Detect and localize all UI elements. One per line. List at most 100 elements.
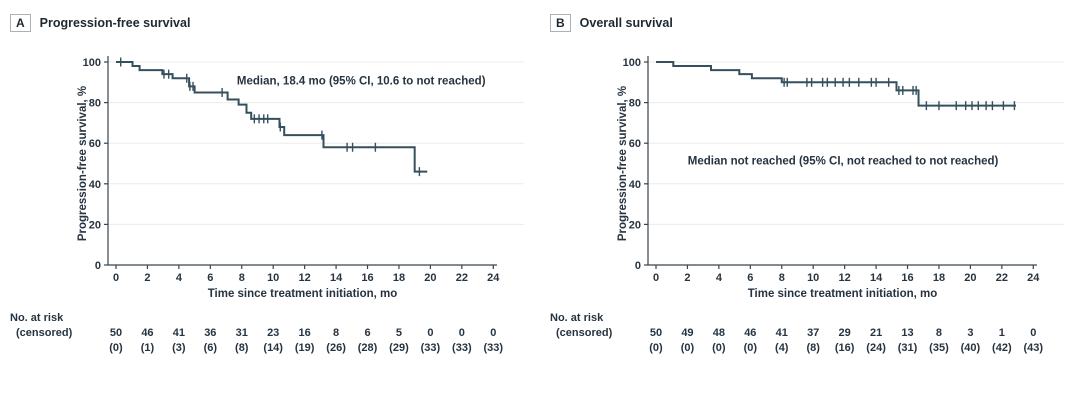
censored-count-10: (14) xyxy=(263,342,283,354)
risk-count-22: 0 xyxy=(459,327,465,339)
risk-table-header-line-0: No. at risk xyxy=(550,312,604,324)
risk-count-10: 37 xyxy=(807,327,819,339)
x-tick-label-6: 6 xyxy=(207,272,213,284)
risk-count-16: 13 xyxy=(901,327,913,339)
y-tick-label-60: 60 xyxy=(629,138,641,150)
censored-count-6: (0) xyxy=(744,342,758,354)
censored-count-0: (0) xyxy=(109,342,123,354)
risk-count-0: 50 xyxy=(650,327,662,339)
risk-count-18: 8 xyxy=(936,327,942,339)
censored-count-18: (29) xyxy=(389,342,409,354)
x-tick-label-22: 22 xyxy=(456,272,468,284)
x-tick-label-4: 4 xyxy=(716,272,723,284)
censored-count-0: (0) xyxy=(649,342,663,354)
panel-a-key-box: A xyxy=(10,14,31,32)
censored-count-18: (35) xyxy=(929,342,949,354)
x-tick-label-10: 10 xyxy=(267,272,279,284)
y-axis-label: Progression-free survival, % xyxy=(617,86,629,241)
panel-progression-free-survival: A Progression-free survival 0 20 40 60 80 100… xyxy=(10,14,524,354)
risk-count-2: 46 xyxy=(141,327,153,339)
censored-count-12: (16) xyxy=(835,342,855,354)
x-tick-label-12: 12 xyxy=(299,272,311,284)
y-tick-label-80: 80 xyxy=(89,98,101,110)
y-tick-label-0: 0 xyxy=(635,260,641,272)
censored-count-20: (40) xyxy=(961,342,981,354)
censored-count-16: (28) xyxy=(358,342,378,354)
x-tick-label-16: 16 xyxy=(901,272,913,284)
risk-count-22: 1 xyxy=(999,327,1005,339)
panel-b-title: Overall survival xyxy=(579,16,673,30)
risk-table-header-line-1: (censored) xyxy=(556,327,613,339)
risk-count-14: 21 xyxy=(870,327,882,339)
risk-count-20: 3 xyxy=(967,327,973,339)
censored-count-8: (8) xyxy=(235,342,249,354)
x-tick-label-6: 6 xyxy=(747,272,753,284)
x-tick-label-24: 24 xyxy=(1027,272,1040,284)
censored-count-24: (33) xyxy=(483,342,503,354)
risk-count-12: 16 xyxy=(299,327,311,339)
risk-count-14: 8 xyxy=(333,327,339,339)
median-annotation: Median not reached (95% CI, not reached … xyxy=(688,155,999,167)
risk-count-24: 0 xyxy=(1030,327,1036,339)
risk-count-6: 36 xyxy=(204,327,216,339)
x-tick-label-20: 20 xyxy=(424,272,436,284)
panel-b-header: B Overall survival xyxy=(550,14,673,32)
x-tick-label-2: 2 xyxy=(684,272,690,284)
y-tick-label-60: 60 xyxy=(89,138,101,150)
censored-count-4: (3) xyxy=(172,342,186,354)
km-step-curve xyxy=(656,61,1016,107)
y-tick-label-40: 40 xyxy=(89,179,101,191)
risk-count-18: 5 xyxy=(396,327,402,339)
x-tick-label-24: 24 xyxy=(487,272,500,284)
censored-count-2: (1) xyxy=(141,342,155,354)
censored-count-14: (26) xyxy=(326,342,346,354)
censored-count-2: (0) xyxy=(681,342,695,354)
risk-count-12: 29 xyxy=(839,327,851,339)
y-tick-label-20: 20 xyxy=(629,219,641,231)
panel-a-title: Progression-free survival xyxy=(39,16,191,30)
risk-count-8: 41 xyxy=(776,327,788,339)
censored-count-22: (33) xyxy=(452,342,472,354)
risk-count-16: 6 xyxy=(364,327,370,339)
y-tick-label-100: 100 xyxy=(623,57,641,69)
y-tick-label-0: 0 xyxy=(95,260,101,272)
y-tick-label-40: 40 xyxy=(629,179,641,191)
risk-count-8: 31 xyxy=(236,327,248,339)
censored-count-16: (31) xyxy=(898,342,918,354)
y-axis-label: Progression-free survival, % xyxy=(77,86,89,241)
y-tick-label-20: 20 xyxy=(89,219,101,231)
x-tick-label-10: 10 xyxy=(807,272,819,284)
risk-count-24: 0 xyxy=(490,327,496,339)
x-tick-label-16: 16 xyxy=(361,272,373,284)
panel-b-key-box: B xyxy=(550,14,571,32)
x-tick-label-8: 8 xyxy=(239,272,245,284)
censored-count-20: (33) xyxy=(421,342,441,354)
risk-count-4: 41 xyxy=(173,327,185,339)
x-tick-label-18: 18 xyxy=(393,272,405,284)
censored-count-6: (6) xyxy=(204,342,218,354)
risk-count-4: 48 xyxy=(713,327,725,339)
x-tick-label-22: 22 xyxy=(996,272,1008,284)
median-annotation: Median, 18.4 mo (95% CI, 10.6 to not rea… xyxy=(237,75,486,87)
x-axis-label: Time since treatment initiation, mo xyxy=(208,288,398,300)
x-tick-label-0: 0 xyxy=(113,272,119,284)
y-tick-label-80: 80 xyxy=(629,98,641,110)
x-axis-label: Time since treatment initiation, mo xyxy=(748,288,938,300)
risk-table-header-line-1: (censored) xyxy=(16,327,73,339)
risk-count-10: 23 xyxy=(267,327,279,339)
panel-overall-survival: B Overall survival 0 20 40 60 80 100 0 2 4 6 8 10 12… xyxy=(540,0,1080,400)
risk-table-header-line-0: No. at risk xyxy=(10,312,64,324)
censored-count-14: (24) xyxy=(866,342,886,354)
censored-count-4: (0) xyxy=(712,342,726,354)
y-tick-label-100: 100 xyxy=(83,57,101,69)
x-tick-label-0: 0 xyxy=(653,272,659,284)
x-tick-label-14: 14 xyxy=(330,272,343,284)
x-tick-label-12: 12 xyxy=(839,272,851,284)
x-tick-label-20: 20 xyxy=(964,272,976,284)
x-tick-label-2: 2 xyxy=(144,272,150,284)
x-tick-label-18: 18 xyxy=(933,272,945,284)
risk-count-0: 50 xyxy=(110,327,122,339)
